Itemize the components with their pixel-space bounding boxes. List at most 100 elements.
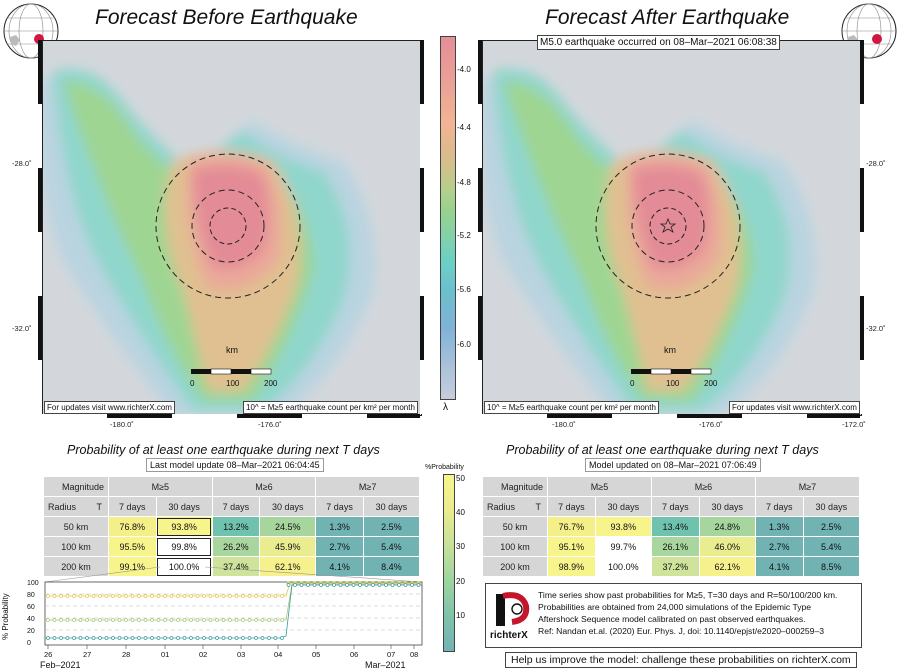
prob-cell: 100.0% bbox=[155, 556, 213, 577]
timeseries-point bbox=[169, 594, 174, 598]
timeseries-point bbox=[267, 636, 271, 640]
timeseries-point bbox=[65, 636, 70, 640]
timeseries-point bbox=[46, 636, 50, 640]
left-lon-label-176: -176.0˚ bbox=[258, 420, 282, 429]
timeseries-point bbox=[182, 618, 187, 622]
timeseries-point bbox=[221, 618, 226, 622]
left-scale-label: km bbox=[226, 345, 238, 355]
left-scale-tick-100: 100 bbox=[226, 379, 240, 388]
timeseries-point bbox=[312, 583, 317, 587]
timeseries-point bbox=[351, 583, 356, 587]
timeseries-point bbox=[78, 594, 83, 598]
xtick: 08 bbox=[410, 650, 419, 659]
timeseries-point bbox=[397, 583, 401, 587]
radius-label: 100 km bbox=[43, 536, 109, 557]
timeseries-point bbox=[111, 636, 115, 640]
timeseries-point bbox=[52, 636, 57, 640]
legend-line: Ref: Nandan et.al. (2020) Eur. Phys. J, … bbox=[538, 626, 825, 636]
cbar-tick-5-6: -5.6 bbox=[457, 285, 471, 294]
right-scale-tick-100: 100 bbox=[666, 379, 680, 388]
timeseries-point bbox=[104, 636, 109, 640]
timeseries-point bbox=[273, 594, 278, 598]
timeseries-point bbox=[299, 583, 304, 587]
xtick: 26 bbox=[44, 650, 53, 659]
xtick: 06 bbox=[350, 650, 359, 659]
probability-timeseries bbox=[44, 566, 423, 649]
timeseries-point bbox=[215, 594, 219, 598]
timeseries-point bbox=[247, 594, 252, 598]
timeseries-point bbox=[234, 594, 239, 598]
period-header: 30 days bbox=[155, 496, 213, 517]
timeseries-point bbox=[143, 594, 148, 598]
right-count-note: 10^ = M≥5 earthquake count per km² per m… bbox=[484, 401, 659, 414]
timeseries-point bbox=[202, 594, 206, 598]
radius-t-header: Radius T bbox=[43, 496, 109, 517]
left-panel-title: Forecast Before Earthquake bbox=[95, 6, 358, 29]
timeseries-point bbox=[234, 636, 239, 640]
prob-cell: 4.1% bbox=[315, 556, 364, 577]
timeseries-point bbox=[91, 594, 96, 598]
timeseries-point bbox=[332, 583, 336, 587]
timeseries-point bbox=[377, 583, 382, 587]
help-link[interactable]: Help us improve the model: challenge the… bbox=[505, 652, 857, 668]
timeseries-point bbox=[98, 618, 102, 622]
timeseries-point bbox=[137, 618, 141, 622]
timeseries-point bbox=[150, 594, 154, 598]
timeseries-point bbox=[293, 583, 297, 587]
event-note: M5.0 earthquake occurred on 08–Mar–2021 … bbox=[537, 35, 780, 50]
prob-cell: 46.0% bbox=[698, 536, 756, 557]
right-forecast-map bbox=[482, 40, 862, 416]
timeseries-point bbox=[241, 618, 245, 622]
prob-cell: 76.7% bbox=[547, 516, 596, 537]
prob-cell: 37.4% bbox=[211, 556, 261, 577]
timeseries-point bbox=[150, 636, 154, 640]
prob-cell: 99.1% bbox=[108, 556, 157, 577]
left-updates-note: For updates visit www.richterX.com bbox=[44, 401, 175, 414]
timeseries-point bbox=[59, 618, 63, 622]
prob-cell: 95.1% bbox=[547, 536, 596, 557]
timeseries-point bbox=[254, 618, 258, 622]
mag-header-m6: M≥6 bbox=[650, 476, 756, 497]
prob-cbar-tick-20: 20 bbox=[456, 577, 465, 586]
timeseries-point bbox=[273, 618, 278, 622]
timeseries-point bbox=[319, 583, 323, 587]
timeseries-point bbox=[130, 636, 135, 640]
timeseries-point bbox=[215, 618, 219, 622]
prob-cell: 99.7% bbox=[594, 536, 652, 557]
timeseries-point bbox=[169, 618, 174, 622]
month-left: Feb–2021 bbox=[40, 660, 81, 670]
timeseries-point bbox=[124, 618, 128, 622]
cbar-tick-6-0: -6.0 bbox=[457, 340, 471, 349]
timeseries-point bbox=[124, 594, 128, 598]
probability-colorbar bbox=[443, 474, 455, 652]
period-header: 30 days bbox=[594, 496, 652, 517]
timeseries-point bbox=[410, 583, 414, 587]
mag-header-m7: M≥7 bbox=[315, 476, 420, 497]
timeseries-point bbox=[163, 618, 167, 622]
prob-cell: 93.8% bbox=[155, 516, 213, 537]
period-header: 30 days bbox=[362, 496, 421, 517]
magnitude-header: Magnitude bbox=[482, 476, 548, 497]
timeseries-point bbox=[254, 594, 258, 598]
prob-cell: 1.3% bbox=[315, 516, 364, 537]
timeseries-point bbox=[260, 594, 265, 598]
lambda-colorbar bbox=[440, 36, 456, 400]
timeseries-point bbox=[176, 594, 180, 598]
legend-box: richterX Time series show past probabili… bbox=[485, 583, 862, 648]
xtick: 04 bbox=[274, 650, 283, 659]
timeseries-point bbox=[247, 636, 252, 640]
timeseries-point bbox=[241, 636, 245, 640]
prob-cell: 45.9% bbox=[259, 536, 317, 557]
timeseries-point bbox=[208, 594, 213, 598]
timeseries-point bbox=[195, 618, 200, 622]
left-scale-tick-200: 200 bbox=[264, 379, 278, 388]
timeseries-point bbox=[182, 594, 187, 598]
timeseries-point bbox=[98, 636, 102, 640]
mag-header-m6: M≥6 bbox=[211, 476, 317, 497]
right-lon-label-176: -176.0˚ bbox=[699, 420, 723, 429]
right-probability-table: Magnitude M≥5 M≥6 M≥7 Radius T 7 days 30 … bbox=[482, 476, 861, 577]
prob-cell: 2.7% bbox=[754, 536, 804, 557]
timeseries-point bbox=[403, 583, 408, 587]
table-row: 100 km 95.5% 99.8% 26.2% 45.9% 2.7% 5.4% bbox=[43, 536, 421, 557]
radius-label: 50 km bbox=[43, 516, 109, 537]
